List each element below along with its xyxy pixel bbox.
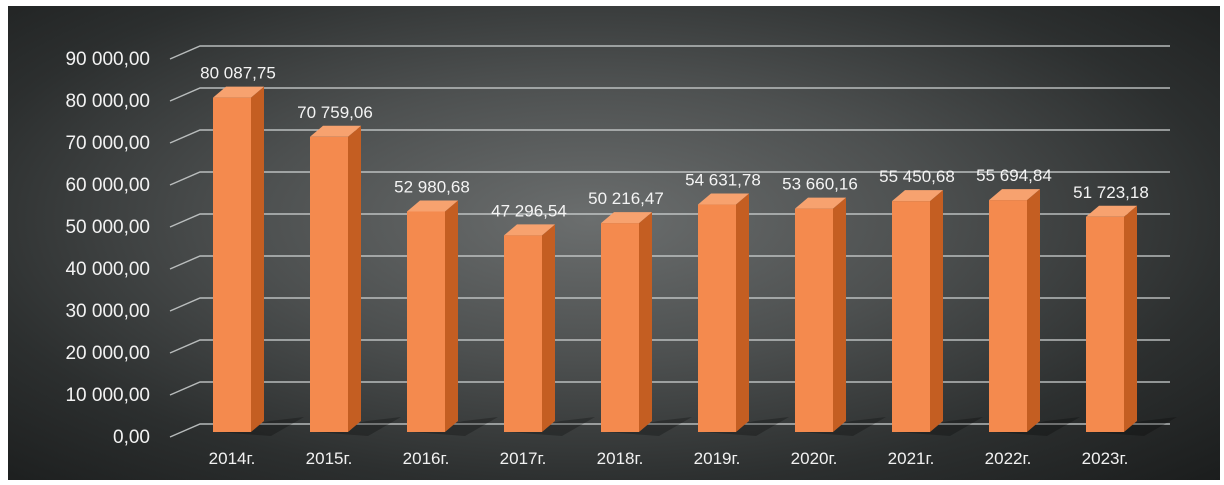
data-label: 50 216,47 xyxy=(588,189,664,208)
y-tick-label: 60 000,00 xyxy=(65,175,150,196)
bar xyxy=(795,198,886,436)
x-axis: 2014г. 2015г. 2016г. 2017г. 2018г. 2019г. 2020… xyxy=(209,449,1129,468)
y-tick-label: 40 000,00 xyxy=(65,259,150,280)
bar xyxy=(892,190,983,436)
y-tick-label: 10 000,00 xyxy=(65,385,150,406)
y-tick-label: 80 000,00 xyxy=(65,91,150,112)
x-tick-label: 2019г. xyxy=(694,449,741,468)
x-tick-label: 2017г. xyxy=(500,449,547,468)
gridline xyxy=(170,88,1170,101)
bar xyxy=(407,200,498,436)
x-tick-label: 2020г. xyxy=(791,449,838,468)
y-axis: 0,00 10 000,00 20 000,00 30 000,00 40 000,00… xyxy=(65,49,150,448)
data-label: 52 980,68 xyxy=(394,177,470,196)
y-tick-label: 20 000,00 xyxy=(65,343,150,364)
data-label: 53 660,16 xyxy=(782,175,858,194)
x-tick-label: 2015г. xyxy=(306,449,353,468)
bar xyxy=(601,212,692,436)
chart-area: 0,00 10 000,00 20 000,00 30 000,00 40 000,00… xyxy=(8,6,1220,480)
data-label: 55 694,84 xyxy=(976,166,1052,185)
data-label: 80 087,75 xyxy=(200,64,276,83)
bar-chart: 0,00 10 000,00 20 000,00 30 000,00 40 000,00… xyxy=(8,6,1220,480)
bar xyxy=(698,194,789,436)
data-label: 51 723,18 xyxy=(1073,183,1149,202)
gridline xyxy=(170,46,1170,59)
y-tick-label: 30 000,00 xyxy=(65,301,150,322)
x-tick-label: 2023г. xyxy=(1082,449,1129,468)
data-label: 54 631,78 xyxy=(685,171,761,190)
x-tick-label: 2022г. xyxy=(985,449,1032,468)
x-tick-label: 2016г. xyxy=(403,449,450,468)
bar xyxy=(213,87,304,436)
x-tick-label: 2018г. xyxy=(597,449,644,468)
bar xyxy=(989,189,1080,436)
bar xyxy=(1086,206,1177,436)
y-tick-label: 90 000,00 xyxy=(65,49,150,70)
x-tick-label: 2014г. xyxy=(209,449,256,468)
data-label: 47 296,54 xyxy=(491,201,567,220)
bars xyxy=(213,87,1177,436)
data-label: 55 450,68 xyxy=(879,167,955,186)
y-tick-label: 70 000,00 xyxy=(65,133,150,154)
x-tick-label: 2021г. xyxy=(888,449,935,468)
y-tick-label: 50 000,00 xyxy=(65,217,150,238)
data-label: 70 759,06 xyxy=(297,103,373,122)
y-tick-label: 0,00 xyxy=(113,427,150,448)
